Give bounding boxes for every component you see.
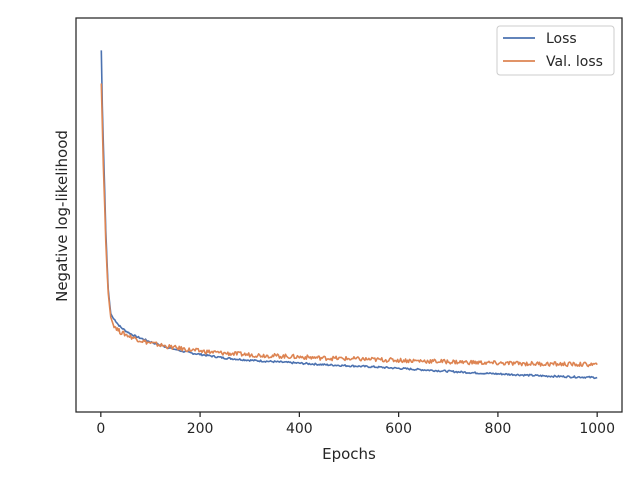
y-axis-label: Negative log-likelihood (53, 130, 71, 302)
x-tick-label: 400 (286, 421, 313, 437)
x-tick-label: 800 (485, 421, 512, 437)
x-axis-ticks: 0 200 400 600 800 1000 (96, 412, 615, 437)
x-axis-label: Epochs (322, 445, 376, 463)
x-tick-label: 0 (96, 421, 105, 437)
legend-label-loss: Loss (546, 31, 577, 47)
series-line-val-loss (100, 83, 598, 368)
x-tick-label: 1000 (579, 421, 615, 437)
x-tick-label: 600 (385, 421, 412, 437)
series-line-loss (100, 50, 598, 380)
legend: Loss Val. loss (496, 25, 615, 76)
series-lines (100, 50, 598, 380)
plot-frame (75, 17, 623, 413)
legend-label-val-loss: Val. loss (546, 54, 603, 70)
x-tick-label: 200 (187, 421, 214, 437)
